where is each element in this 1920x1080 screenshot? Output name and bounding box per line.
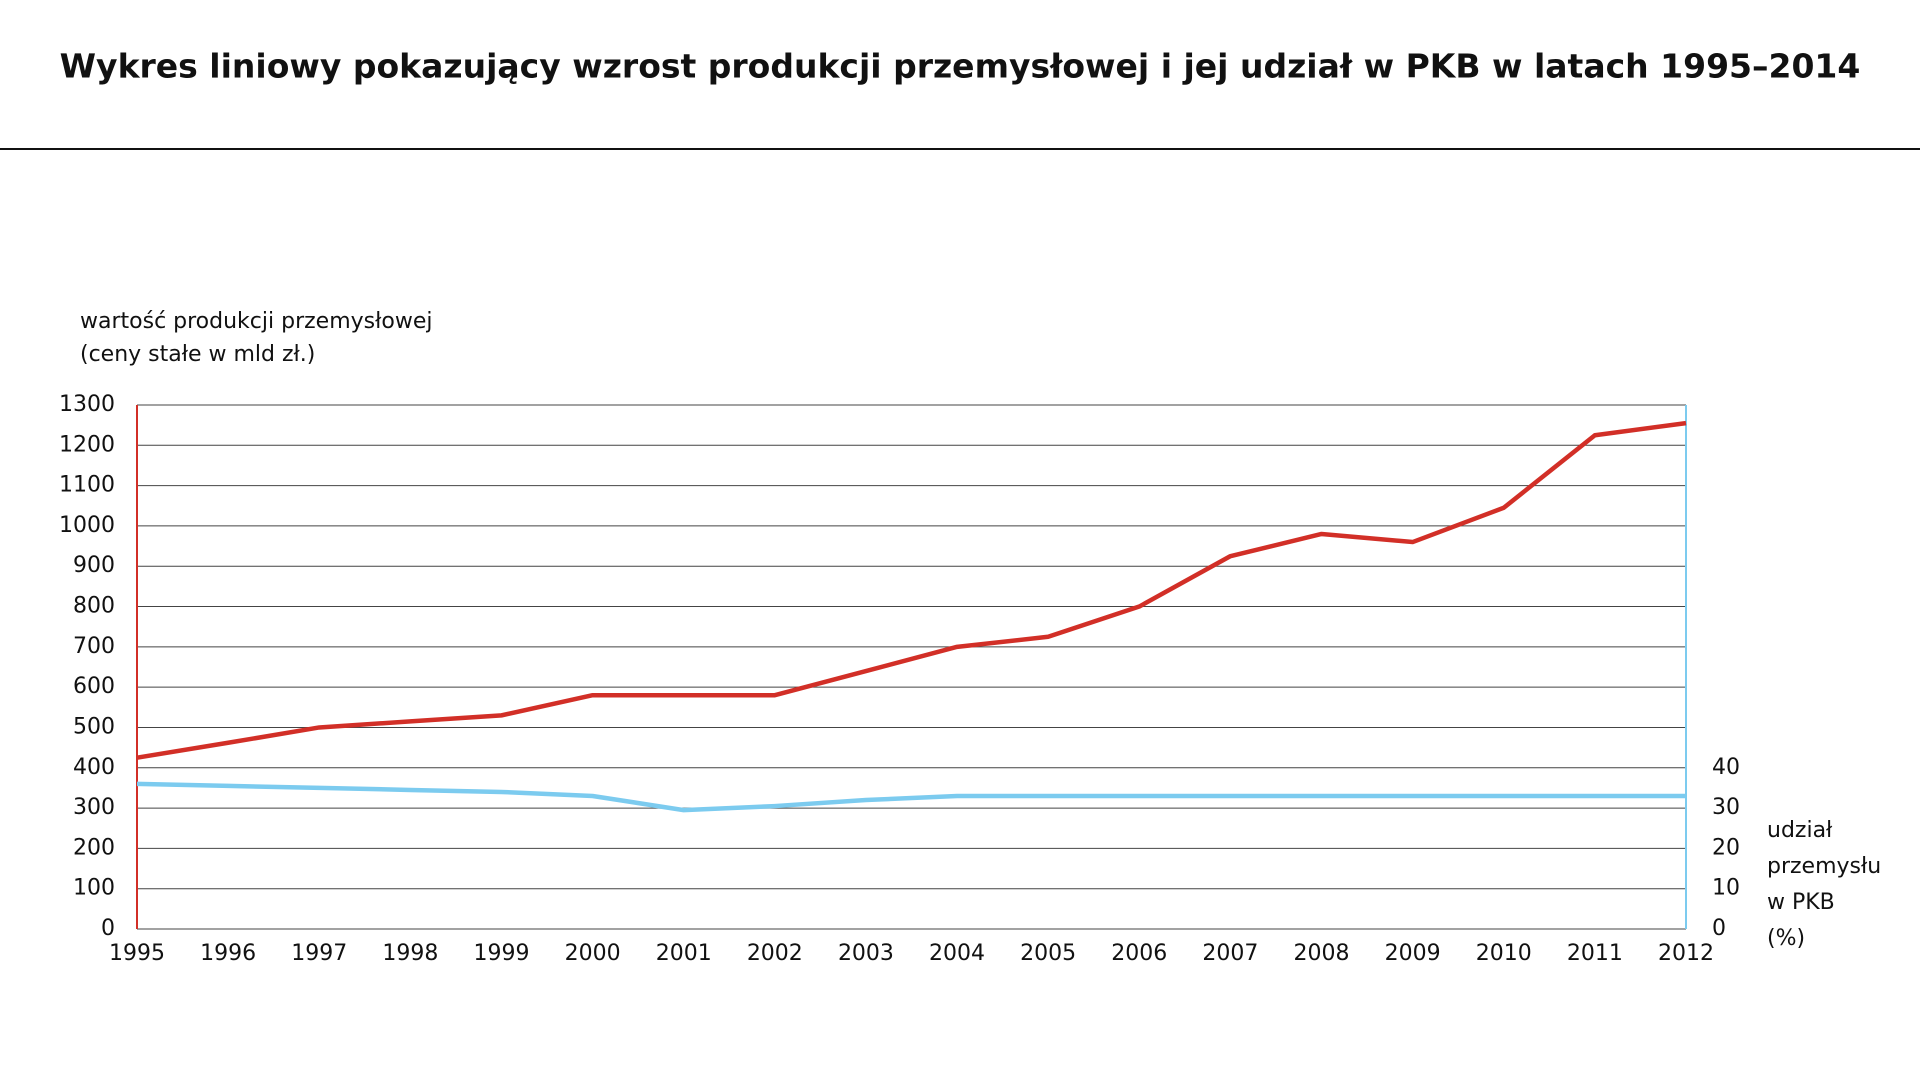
y-tick-label: 1100	[59, 473, 115, 498]
x-tick-label: 2011	[1567, 941, 1623, 966]
y-tick-label: 1000	[59, 513, 115, 538]
y2-axis-label: w PKB	[1767, 890, 1835, 915]
y-tick-label: 400	[73, 755, 115, 780]
y-tick-label: 500	[73, 714, 115, 739]
y2-tick-label: 0	[1712, 916, 1726, 941]
y2-axis-label: udział	[1767, 818, 1833, 843]
x-tick-label: 1998	[382, 941, 438, 966]
chart-title: Wykres liniowy pokazujący wzrost produkc…	[60, 47, 1861, 86]
series-line	[136, 781, 1686, 813]
x-tick-label: 2008	[1294, 941, 1350, 966]
x-tick-label: 2007	[1202, 941, 1258, 966]
y2-tick-label: 20	[1712, 835, 1740, 860]
x-tick-label: 2003	[838, 941, 894, 966]
series-line	[136, 420, 1687, 760]
y-tick-label: 900	[73, 553, 115, 578]
y-tick-label: 1200	[59, 432, 115, 457]
y-tick-label: 700	[73, 634, 115, 659]
y2-tick-label: 10	[1712, 876, 1740, 901]
x-tick-label: 2001	[656, 941, 712, 966]
y-tick-label: 300	[73, 795, 115, 820]
y-axis-label: wartość produkcji przemysłowej	[80, 309, 432, 334]
x-tick-label: 1997	[291, 941, 347, 966]
y-tick-label: 100	[73, 876, 115, 901]
y2-axis-label: (%)	[1767, 926, 1805, 951]
y-tick-label: 1300	[59, 392, 115, 417]
x-tick-label: 2012	[1658, 941, 1714, 966]
y-tick-label: 600	[73, 674, 115, 699]
x-tick-label: 2010	[1476, 941, 1532, 966]
y2-axis-label: przemysłu	[1767, 854, 1881, 879]
x-tick-label: 2004	[929, 941, 985, 966]
x-tick-label: 2005	[1020, 941, 1076, 966]
y-tick-label: 800	[73, 594, 115, 619]
x-tick-label: 1996	[200, 941, 256, 966]
x-tick-label: 1995	[109, 941, 165, 966]
y-axis-label: (ceny stałe w mld zł.)	[80, 342, 315, 367]
x-tick-label: 2000	[565, 941, 621, 966]
x-tick-label: 1999	[473, 941, 529, 966]
x-tick-label: 2002	[747, 941, 803, 966]
x-tick-label: 2009	[1385, 941, 1441, 966]
y2-tick-label: 40	[1712, 755, 1740, 780]
y2-tick-label: 30	[1712, 795, 1740, 820]
y-tick-label: 0	[101, 916, 115, 941]
x-tick-label: 2006	[1111, 941, 1167, 966]
y-tick-label: 200	[73, 835, 115, 860]
